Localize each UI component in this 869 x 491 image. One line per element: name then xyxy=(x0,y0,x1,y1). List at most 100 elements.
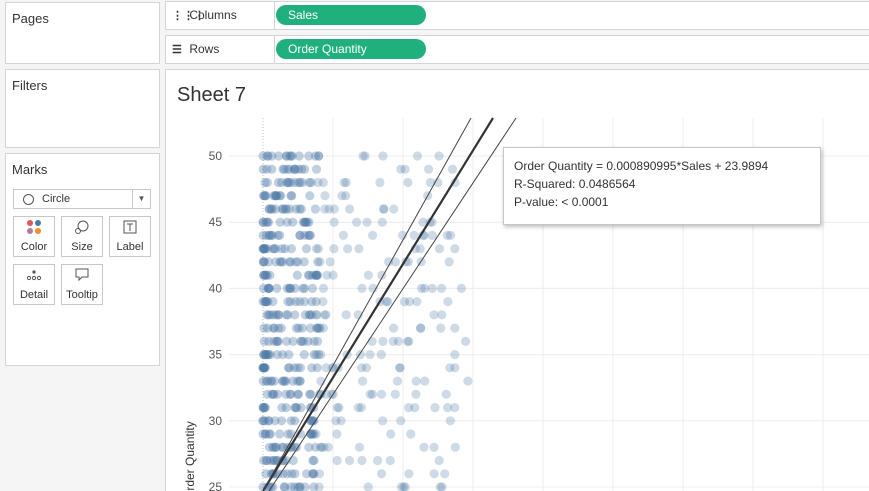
data-point xyxy=(450,244,460,254)
data-point xyxy=(263,257,273,267)
data-point xyxy=(305,191,315,201)
size-button[interactable]: Size xyxy=(61,216,103,257)
data-point xyxy=(365,389,375,399)
data-point xyxy=(301,244,312,254)
data-point xyxy=(282,177,292,188)
data-point xyxy=(298,283,308,293)
data-point xyxy=(278,350,288,360)
data-point xyxy=(300,297,310,307)
data-point xyxy=(285,151,295,161)
data-point xyxy=(285,283,295,293)
data-point xyxy=(276,191,286,201)
data-point xyxy=(297,177,307,188)
sheet-title: Sheet 7 xyxy=(177,84,246,106)
data-point xyxy=(284,363,294,373)
chevron-down-icon[interactable]: ▼ xyxy=(132,190,150,208)
data-point xyxy=(404,469,414,479)
data-point xyxy=(267,389,277,399)
data-point xyxy=(291,297,301,307)
data-point xyxy=(354,442,365,452)
color-button-label: Color xyxy=(20,241,48,253)
data-point xyxy=(259,244,269,254)
detail-button[interactable]: Detail xyxy=(13,264,55,305)
color-button[interactable]: Color xyxy=(13,216,55,257)
data-point xyxy=(304,442,314,452)
data-point xyxy=(396,164,406,174)
data-point xyxy=(259,363,269,373)
data-point xyxy=(309,350,319,360)
data-point xyxy=(264,416,274,426)
data-point xyxy=(259,257,269,267)
data-point xyxy=(277,403,287,413)
data-point xyxy=(395,363,405,373)
data-point xyxy=(312,363,322,373)
data-point xyxy=(264,429,274,439)
data-point xyxy=(450,403,460,413)
data-point xyxy=(311,350,321,360)
viz-area[interactable]: Sheet 7 25 30 35 40 45 50 Order Quantity Order… xyxy=(165,69,869,491)
data-point xyxy=(258,244,269,254)
data-point xyxy=(261,217,271,227)
columns-shelf[interactable]: ⋮⋮⋮ Columns Sales xyxy=(165,1,869,30)
filters-card[interactable]: Filters xyxy=(5,69,160,148)
data-point xyxy=(277,442,287,452)
sales-pill[interactable]: Sales xyxy=(276,5,426,25)
data-point xyxy=(258,151,268,161)
marks-title: Marks xyxy=(12,162,48,177)
data-point xyxy=(260,403,270,413)
data-point xyxy=(307,363,317,373)
data-point xyxy=(289,363,299,373)
data-point xyxy=(405,297,415,307)
data-point xyxy=(312,323,322,333)
data-point xyxy=(314,350,324,360)
data-point xyxy=(278,469,288,479)
data-point xyxy=(259,350,269,360)
data-point xyxy=(261,429,271,439)
data-point xyxy=(304,177,314,188)
data-point xyxy=(270,455,280,466)
data-point xyxy=(259,350,269,360)
data-point xyxy=(416,283,427,293)
data-point xyxy=(308,469,318,479)
data-point xyxy=(376,389,387,399)
data-point xyxy=(260,416,270,426)
data-point xyxy=(283,429,293,439)
data-point xyxy=(313,177,323,188)
data-point xyxy=(300,283,310,293)
data-point xyxy=(264,283,274,293)
data-point xyxy=(376,350,386,360)
rows-icon: ☰ xyxy=(172,44,182,56)
data-point xyxy=(286,191,296,201)
order-quantity-pill[interactable]: Order Quantity xyxy=(276,39,426,59)
detail-icon xyxy=(14,267,54,289)
data-point xyxy=(297,164,307,174)
data-point xyxy=(416,323,426,333)
data-point xyxy=(300,310,310,320)
label-button[interactable]: Label xyxy=(109,216,151,257)
data-point xyxy=(293,177,304,188)
data-point xyxy=(442,230,452,240)
data-point xyxy=(262,244,272,254)
scatter-plot[interactable]: 25 30 35 40 45 50 Order Quantity xyxy=(166,70,869,491)
circle-icon xyxy=(23,194,34,205)
rows-shelf[interactable]: ☰ Rows Order Quantity xyxy=(165,35,869,64)
mark-type-dropdown[interactable]: Circle ▼ xyxy=(13,189,151,209)
data-point xyxy=(295,482,305,491)
data-point xyxy=(305,310,315,320)
data-point xyxy=(268,323,279,333)
data-point xyxy=(293,363,303,373)
data-point xyxy=(286,389,296,399)
data-point xyxy=(267,204,277,214)
data-point xyxy=(357,283,367,293)
tooltip-button[interactable]: Tooltip xyxy=(61,264,103,305)
data-point xyxy=(277,204,287,214)
data-point xyxy=(263,151,273,161)
data-point xyxy=(295,230,305,240)
data-point xyxy=(284,283,295,293)
data-point xyxy=(258,416,268,426)
data-point xyxy=(309,469,319,479)
data-point xyxy=(308,270,318,280)
data-point xyxy=(260,403,270,413)
data-point xyxy=(293,389,303,399)
data-point xyxy=(300,482,310,491)
